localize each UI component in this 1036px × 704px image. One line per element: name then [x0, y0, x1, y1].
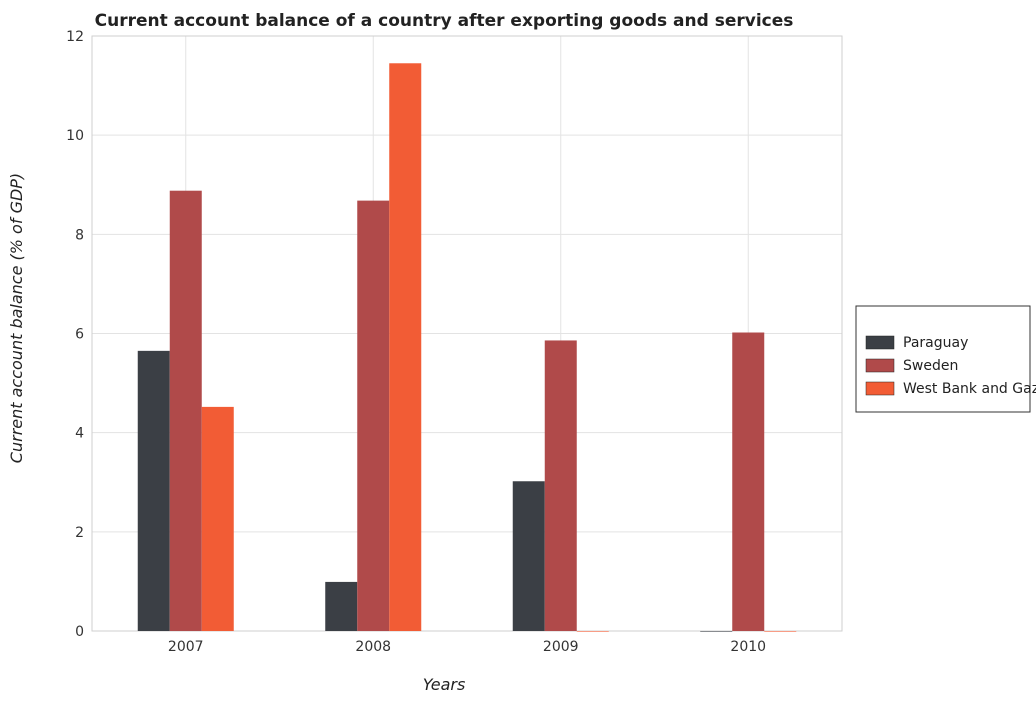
bar-west-bank-and-gaza-2007	[201, 406, 234, 631]
legend-label-west-bank-and-gaza: West Bank and Gaza	[903, 381, 1036, 397]
legend-swatch-sweden	[865, 358, 895, 373]
x-tick-label: 2010	[730, 639, 766, 655]
bar-west-bank-and-gaza-2010	[764, 631, 797, 632]
bar-sweden-2009	[544, 340, 577, 631]
bar-west-bank-and-gaza-2008	[389, 63, 422, 632]
legend-label-sweden: Sweden	[903, 358, 958, 374]
x-tick-label: 2007	[168, 639, 204, 655]
bars	[137, 63, 797, 632]
legend-item-paraguay: Paraguay	[865, 335, 968, 351]
legend-swatch-paraguay	[865, 335, 895, 350]
bar-sweden-2008	[357, 200, 390, 631]
y-tick-label: 4	[75, 426, 84, 442]
legend-label-paraguay: Paraguay	[903, 335, 968, 351]
bar-sweden-2007	[169, 190, 202, 631]
bar-paraguay-2007	[137, 350, 170, 631]
bar-west-bank-and-gaza-2009	[576, 631, 609, 632]
y-tick-label: 8	[75, 227, 84, 243]
bar-paraguay-2009	[512, 481, 545, 631]
legend-item-west-bank-and-gaza: West Bank and Gaza	[865, 381, 1036, 397]
y-tick-label: 2	[75, 525, 84, 541]
y-axis-ticks: 0 2 4 6 8 10 12	[66, 29, 84, 640]
y-tick-label: 12	[66, 29, 84, 45]
plot-border	[91, 35, 843, 632]
y-tick-label: 6	[75, 327, 84, 343]
x-axis-label: Years	[423, 675, 466, 694]
y-axis-label: Current account balance (% of GDP)	[7, 173, 26, 463]
chart-title: Current account balance of a country aft…	[95, 11, 794, 31]
y-tick-label: 10	[66, 128, 84, 144]
bar-paraguay-2008	[325, 581, 358, 631]
legend-swatch-west-bank-and-gaza	[865, 381, 895, 396]
legend: Paraguay Sweden West Bank and Gaza	[855, 305, 1036, 413]
x-axis-ticks: 2007 2008 2009 2010	[168, 639, 766, 655]
legend-item-sweden: Sweden	[865, 358, 958, 374]
x-tick-label: 2008	[355, 639, 391, 655]
y-tick-label: 0	[75, 624, 84, 640]
bar-paraguay-2010	[700, 631, 733, 632]
bar-sweden-2010	[732, 332, 765, 631]
plot-area-border	[91, 35, 843, 632]
x-tick-label: 2009	[543, 639, 579, 655]
